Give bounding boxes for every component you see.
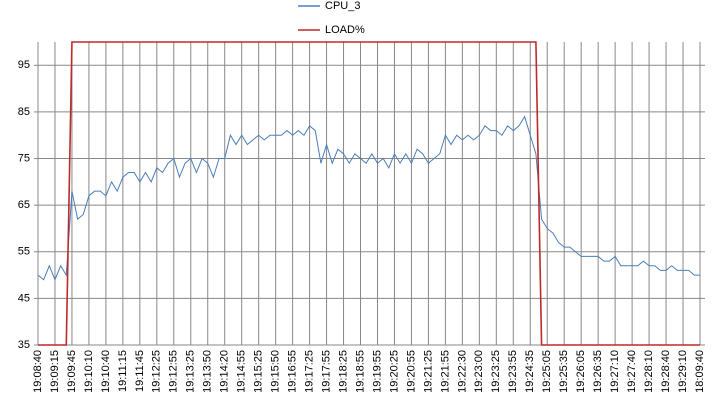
x-tick-label: 19:18:25 bbox=[337, 350, 349, 393]
x-tick-label: 19:13:50 bbox=[202, 350, 214, 393]
y-tick-label: 35 bbox=[18, 339, 30, 351]
x-tick-label: 19:23:00 bbox=[473, 350, 485, 393]
x-tick-label: 19:21:55 bbox=[439, 350, 451, 393]
x-tick-label: 19:25:05 bbox=[541, 350, 553, 393]
x-tick-label: 19:18:55 bbox=[354, 350, 366, 393]
x-tick-label: 19:23:55 bbox=[507, 350, 519, 393]
x-tick-label: 19:12:25 bbox=[151, 350, 163, 393]
x-tick-label: 19:21:25 bbox=[422, 350, 434, 393]
x-tick-label: 19:09:15 bbox=[49, 350, 61, 393]
y-tick-label: 95 bbox=[18, 59, 30, 71]
x-tick-label: 19:11:15 bbox=[117, 350, 129, 392]
x-tick-label: 18:09:40 bbox=[694, 350, 706, 393]
x-tick-label: 19:23:25 bbox=[490, 350, 502, 393]
y-tick-label: 45 bbox=[18, 292, 30, 304]
x-tick-label: 19:10:40 bbox=[100, 350, 112, 393]
x-tick-label: 19:08:40 bbox=[32, 350, 44, 393]
x-tick-label: 19:11:45 bbox=[134, 350, 146, 392]
y-tick-label: 65 bbox=[18, 199, 30, 211]
y-tick-label: 85 bbox=[18, 106, 30, 118]
x-tick-label: 19:19:55 bbox=[371, 350, 383, 393]
x-tick-label: 19:15:50 bbox=[270, 350, 282, 393]
x-tick-label: 19:29:10 bbox=[677, 350, 689, 393]
x-tick-label: 19:09:45 bbox=[66, 350, 78, 393]
x-tick-label: 19:25:35 bbox=[558, 350, 570, 393]
legend-label: CPU_3 bbox=[325, 0, 360, 12]
x-tick-label: 19:17:55 bbox=[320, 350, 332, 393]
x-tick-label: 19:13:25 bbox=[185, 350, 197, 393]
x-tick-label: 19:24:35 bbox=[524, 350, 536, 393]
x-tick-label: 19:20:25 bbox=[388, 350, 400, 393]
x-tick-label: 19:10:10 bbox=[83, 350, 95, 393]
x-tick-label: 19:27:10 bbox=[609, 350, 621, 393]
x-tick-label: 19:15:25 bbox=[253, 350, 265, 393]
y-tick-label: 75 bbox=[18, 152, 30, 164]
x-tick-label: 19:16:55 bbox=[287, 350, 299, 393]
x-tick-label: 19:26:35 bbox=[592, 350, 604, 393]
x-tick-label: 19:27:40 bbox=[626, 350, 638, 393]
x-tick-label: 19:22:30 bbox=[456, 350, 468, 393]
x-tick-label: 19:12:55 bbox=[168, 350, 180, 393]
x-tick-label: 19:26:05 bbox=[575, 350, 587, 393]
x-tick-label: 19:14:20 bbox=[219, 350, 231, 393]
x-tick-label: 19:28:40 bbox=[660, 350, 672, 393]
series-line bbox=[38, 41, 700, 346]
series-line bbox=[37, 115, 700, 282]
x-tick-label: 19:20:55 bbox=[405, 350, 417, 393]
x-tick-label: 19:14:55 bbox=[236, 350, 248, 393]
x-tick-label: 19:28:10 bbox=[643, 350, 655, 393]
legend-label: LOAD% bbox=[325, 24, 365, 36]
x-tick-label: 19:17:25 bbox=[303, 350, 315, 393]
y-tick-label: 55 bbox=[18, 246, 30, 258]
